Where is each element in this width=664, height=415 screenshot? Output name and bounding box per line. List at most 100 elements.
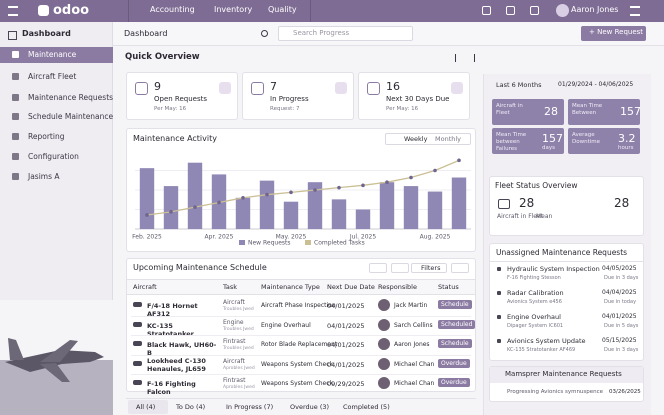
- responsible[interactable]: Sarch Cellins: [394, 321, 433, 329]
- item-due: Due in 5 days: [604, 323, 639, 329]
- menu-item[interactable]: Inventory: [214, 5, 253, 14]
- sidebar-item[interactable]: Jasims A: [28, 172, 60, 181]
- range-dropdown[interactable]: 01/29/2024 - 04/06/2025: [556, 80, 642, 92]
- sidebar-item[interactable]: Configuration: [28, 152, 79, 161]
- filters-label[interactable]: Filters: [421, 264, 441, 272]
- status-badge[interactable]: Schedule: [438, 339, 472, 348]
- x-tick-label: May. 2025: [276, 234, 307, 241]
- sidebar-item[interactable]: Reporting: [28, 132, 65, 141]
- toggle-option[interactable]: Monthly: [435, 135, 462, 143]
- status-badge[interactable]: Overdue: [438, 358, 470, 368]
- status-badge[interactable]: Schedule: [438, 300, 472, 309]
- sidebar-title[interactable]: Dashboard: [22, 29, 71, 38]
- sidebar-item[interactable]: Maintenance: [28, 50, 77, 59]
- fleet-label: Aircraft in Fleet: [497, 213, 544, 220]
- active-tab-bg: [128, 400, 168, 414]
- item-sub: KC-135 Stratotanker AF469: [507, 347, 576, 353]
- sidebar-item[interactable]: Schedule Maintenance: [28, 112, 114, 121]
- status-badge[interactable]: Overdue: [438, 378, 470, 387]
- menu-item[interactable]: Quality: [268, 5, 297, 14]
- item-bullet: [497, 267, 501, 271]
- responsible[interactable]: Michael Chan: [394, 360, 435, 368]
- kpi-value: 16: [386, 80, 400, 93]
- kpi-label: Next 30 Days Due: [386, 95, 450, 103]
- aircraft-icon: [133, 302, 142, 307]
- view-toggle[interactable]: [369, 263, 387, 273]
- button-label[interactable]: + New Request: [589, 28, 644, 36]
- responsible[interactable]: Aaron Jones: [394, 341, 430, 348]
- item-due: Due in 3 days: [604, 275, 639, 281]
- user-name[interactable]: Aaron Jones: [571, 5, 619, 14]
- aircraft-name[interactable]: Black Hawk, UH60-B: [147, 341, 217, 357]
- column-header[interactable]: Status: [438, 283, 459, 291]
- line-point: [193, 205, 197, 209]
- card-title: Unassigned Maintenance Requests: [496, 248, 628, 257]
- stat-card: Mean Time Between 157: [568, 99, 641, 125]
- mamsprer-item[interactable]: Progressing Avionics symnuspence: [507, 389, 604, 395]
- toggle-option[interactable]: Weekly: [404, 135, 428, 143]
- top-icon[interactable]: [530, 6, 539, 15]
- responsible-avatar: [378, 377, 390, 389]
- search-box[interactable]: Search Progress: [278, 26, 413, 41]
- apps-icon[interactable]: [8, 6, 18, 16]
- period-label[interactable]: Last 6 Months: [496, 81, 542, 89]
- aircraft-name[interactable]: Lookheed C-130 Henaules, JL659: [147, 356, 206, 373]
- row-divider: [131, 374, 471, 375]
- item-title[interactable]: Engine Overhaul: [507, 313, 561, 321]
- aircraft-name[interactable]: KC-135 Stratotanker: [147, 321, 194, 338]
- menu-icon: [12, 173, 19, 180]
- stat-value: 28: [544, 105, 558, 118]
- sidebar-item[interactable]: Maintenance Requests: [28, 93, 114, 102]
- top-icon[interactable]: [482, 6, 491, 15]
- tab[interactable]: In Progress (7): [226, 403, 274, 411]
- status-badge[interactable]: Scheduled: [438, 319, 476, 329]
- task: Aircraft: [223, 357, 245, 365]
- line-point: [217, 200, 221, 205]
- aircraft-name[interactable]: F-16 Fighting Falcon: [147, 380, 196, 396]
- aircraft-name[interactable]: F/4-18 Hornet AF312: [147, 302, 198, 318]
- aircraft-icon: [133, 380, 142, 385]
- column-header[interactable]: Responsible: [378, 283, 417, 291]
- period-dropdown[interactable]: Last 6 Months: [492, 80, 554, 92]
- menu-toggle[interactable]: [630, 6, 640, 16]
- sidebar-item[interactable]: Aircraft Fleet: [28, 72, 77, 81]
- responsible[interactable]: Michael Chan: [394, 380, 435, 387]
- kpi-label: In Progress: [270, 95, 309, 103]
- item-title[interactable]: Avionics System Update: [507, 337, 586, 345]
- task-sub: Aprobles Jwed: [223, 385, 255, 390]
- task-sub: Troubles Jwed: [223, 307, 254, 312]
- due-date: 09/29/2025: [327, 380, 365, 388]
- search-icon: [261, 30, 268, 37]
- item-date: 04/05/2025: [602, 265, 637, 272]
- responsible-avatar: [378, 338, 390, 350]
- item-title[interactable]: Hydraulic System Inspection: [507, 265, 600, 273]
- due-date: 04/01/2025: [327, 360, 365, 369]
- maintenance-type: Weapons System Check: [261, 360, 334, 368]
- tab[interactable]: Overdue (3): [290, 403, 330, 411]
- menu-item[interactable]: Accounting: [150, 5, 195, 14]
- top-icon[interactable]: [506, 6, 515, 15]
- card-title[interactable]: Mamsprer Maintenance Requests: [505, 370, 622, 378]
- section-title: Quick Overview: [125, 52, 200, 62]
- view-toggle[interactable]: [391, 263, 409, 273]
- bar: [451, 177, 467, 229]
- column-header[interactable]: Next Due Date: [327, 283, 375, 291]
- column-header[interactable]: Task: [223, 283, 238, 291]
- column-header[interactable]: Maintenance Type: [261, 283, 320, 291]
- filters-button[interactable]: Filters: [411, 263, 447, 273]
- responsible-avatar: [378, 357, 390, 370]
- range-label[interactable]: 01/29/2024 - 04/06/2025: [558, 81, 634, 88]
- responsible[interactable]: Jack Martin: [394, 302, 428, 309]
- new-request-button[interactable]: + New Request: [581, 26, 646, 41]
- menu-icon: [12, 153, 19, 160]
- fleet-value: 28: [519, 196, 535, 210]
- column-header[interactable]: Aircraft: [133, 283, 157, 291]
- tab[interactable]: All (4): [136, 403, 156, 411]
- item-title[interactable]: Radar Calibration: [507, 289, 564, 297]
- more-button[interactable]: [451, 263, 469, 273]
- tab[interactable]: To Do (4): [176, 403, 206, 411]
- nav-arrows[interactable]: [455, 54, 475, 62]
- line-point: [313, 188, 317, 192]
- aircraft-icon: [133, 360, 142, 366]
- tab[interactable]: Completed (5): [343, 403, 390, 411]
